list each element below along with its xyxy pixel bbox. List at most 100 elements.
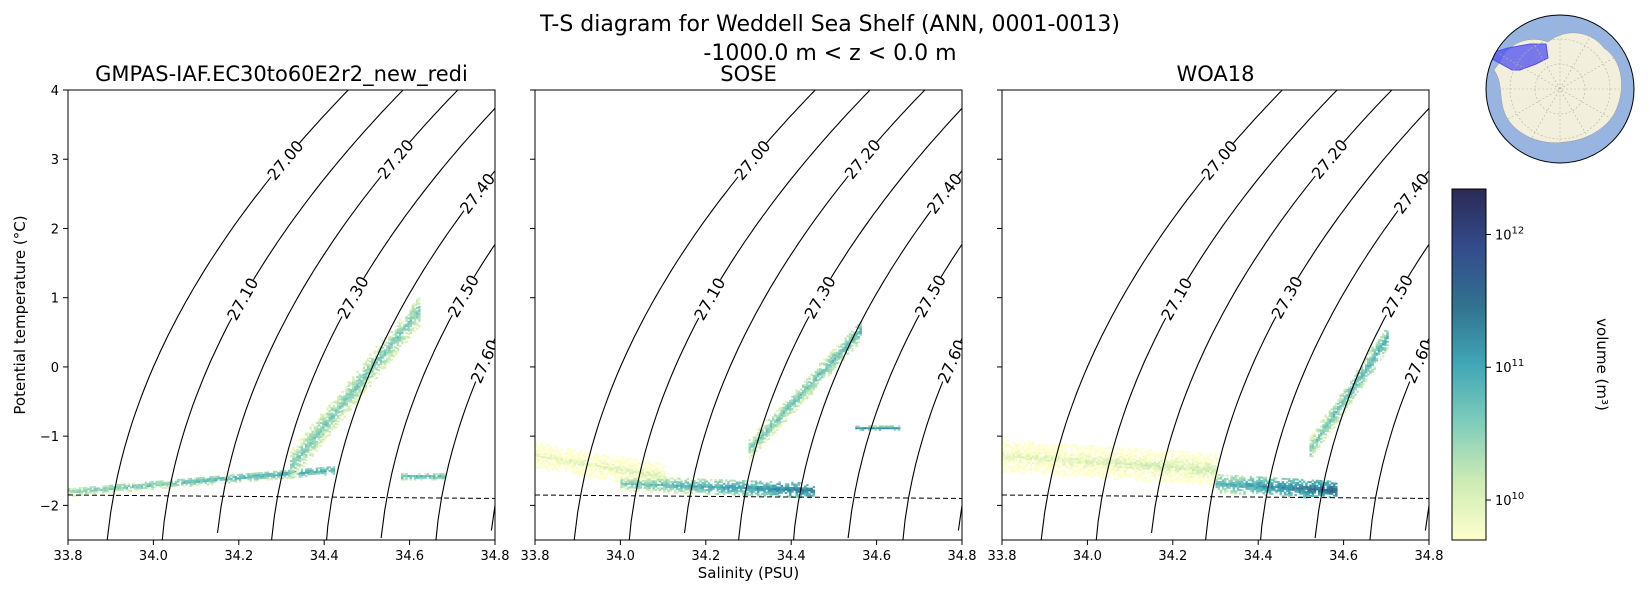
histogram-cell	[1027, 461, 1031, 464]
histogram-cell	[757, 442, 760, 445]
histogram-cell	[424, 475, 427, 478]
isopycnal-27.50	[380, 244, 495, 539]
histogram-cell	[294, 453, 297, 456]
histogram-cell	[153, 486, 156, 489]
histogram-cell	[170, 483, 173, 486]
histogram-cell	[1004, 439, 1007, 442]
histogram-cell	[763, 487, 766, 490]
histogram-cell	[411, 305, 415, 308]
histogram-cell	[309, 440, 312, 443]
histogram-cell	[1034, 453, 1037, 456]
histogram-cell	[93, 486, 97, 489]
histogram-cell	[797, 390, 801, 393]
histogram-cell	[1021, 445, 1024, 448]
histogram-cell	[838, 358, 841, 361]
histogram-cell	[328, 466, 331, 469]
histogram-cell	[1271, 478, 1274, 481]
histogram-cell	[1275, 491, 1278, 494]
histogram-cell	[1113, 456, 1116, 459]
histogram-cell	[1215, 477, 1218, 480]
histogram-cell	[831, 368, 835, 371]
histogram-cell	[624, 484, 628, 487]
histogram-cell	[369, 381, 372, 384]
histogram-cell	[1091, 445, 1095, 448]
histogram-cell	[1283, 486, 1287, 489]
histogram-cell	[1160, 453, 1163, 456]
histogram-cell	[611, 460, 615, 463]
histogram-cell	[797, 401, 801, 404]
histogram-cell	[778, 491, 781, 494]
histogram-cell	[298, 451, 302, 454]
histogram-cell	[275, 470, 278, 473]
histogram-cell	[697, 490, 700, 493]
histogram-cell	[848, 346, 852, 349]
histogram-cell	[1151, 454, 1154, 457]
histogram-cell	[829, 351, 833, 354]
histogram-cell	[611, 470, 615, 473]
histogram-cell	[643, 462, 647, 465]
histogram-cell	[196, 480, 199, 483]
histogram-cell	[669, 489, 672, 492]
histogram-cell	[1091, 462, 1095, 465]
histogram-cell	[684, 488, 687, 491]
histogram-cell	[1211, 466, 1214, 469]
histogram-cell	[622, 484, 625, 487]
histogram-cell	[804, 389, 807, 392]
histogram-cell	[1332, 491, 1336, 494]
histogram-cell	[767, 484, 771, 487]
histogram-cell	[1207, 463, 1210, 466]
histogram-cell	[249, 472, 252, 475]
histogram-cell	[678, 481, 681, 484]
histogram-cell	[1179, 469, 1182, 472]
histogram-cell	[1209, 454, 1212, 457]
histogram-cell	[594, 464, 598, 467]
contour-label-bg	[923, 170, 962, 217]
histogram-cell	[1042, 464, 1046, 467]
histogram-cell	[1072, 473, 1075, 476]
histogram-cell	[198, 479, 201, 482]
histogram-cell	[358, 387, 361, 390]
histogram-cell	[616, 471, 619, 474]
histogram-cell	[1187, 456, 1191, 459]
histogram-cell	[814, 379, 818, 382]
histogram-cell	[1004, 463, 1007, 466]
histogram-cell	[1335, 412, 1338, 415]
histogram-cell	[635, 477, 638, 480]
histogram-cell	[1352, 383, 1355, 386]
histogram-cell	[1166, 453, 1169, 456]
histogram-cell	[1172, 457, 1176, 460]
histogram-cell	[80, 487, 84, 490]
histogram-cell	[1121, 476, 1125, 479]
histogram-cell	[748, 458, 751, 461]
histogram-cell	[833, 366, 837, 369]
histogram-cell	[1134, 472, 1137, 475]
histogram-cell	[819, 373, 822, 376]
histogram-cell	[789, 408, 792, 411]
histogram-cell	[1098, 454, 1101, 457]
histogram-cell	[778, 407, 781, 410]
histogram-cell	[654, 465, 658, 468]
histogram-cell	[819, 369, 822, 372]
histogram-cell	[639, 478, 643, 481]
histogram-cell	[93, 491, 97, 494]
histogram-cell	[793, 398, 796, 401]
histogram-cell	[386, 351, 389, 354]
histogram-cell	[396, 337, 400, 340]
histogram-cell	[407, 336, 410, 339]
histogram-cell	[1279, 493, 1282, 496]
histogram-cell	[829, 367, 833, 370]
histogram-cell	[1207, 464, 1210, 467]
histogram-cell	[1307, 481, 1310, 484]
histogram-cell	[814, 370, 818, 373]
histogram-cell	[1300, 489, 1304, 492]
histogram-cell	[1044, 445, 1048, 448]
histogram-cell	[750, 450, 754, 453]
histogram-cell	[737, 483, 741, 486]
histogram-cell	[1102, 475, 1105, 478]
histogram-cell	[1313, 490, 1317, 493]
histogram-cell	[575, 456, 579, 459]
histogram-cell	[844, 340, 848, 343]
histogram-cell	[579, 450, 583, 453]
histogram-cell	[1260, 476, 1263, 479]
histogram-cell	[567, 453, 570, 456]
